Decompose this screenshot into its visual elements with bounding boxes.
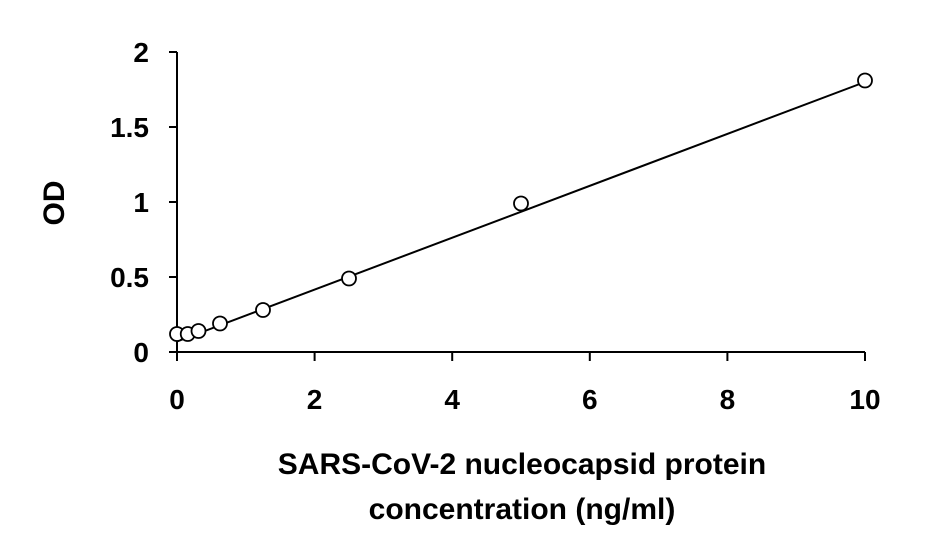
y-ticks: 0 0.5 1 1.5 2 [110, 37, 177, 368]
data-point [857, 72, 873, 89]
data-point [513, 195, 529, 212]
x-tick-label: 4 [444, 384, 460, 415]
data-point [255, 302, 271, 318]
x-tick-label: 10 [849, 384, 880, 415]
y-tick-label: 1 [133, 187, 149, 218]
data-point [190, 323, 207, 339]
trendline [176, 81, 866, 343]
x-axis-title-line1: SARS-CoV-2 nucleocapsid protein [278, 448, 766, 481]
y-tick-label: 0 [133, 337, 149, 368]
x-axis-title-line2: concentration (ng/ml) [369, 493, 676, 526]
data-point [212, 315, 228, 332]
y-tick-label: 2 [133, 37, 149, 68]
x-tick-label: 0 [169, 384, 185, 415]
y-tick-label: 0.5 [110, 262, 149, 293]
x-ticks: 0 2 4 6 8 10 [169, 352, 881, 415]
trendline-layer [176, 81, 866, 343]
x-tick-label: 8 [720, 384, 736, 415]
points-layer [169, 72, 873, 342]
data-point [341, 270, 357, 287]
y-axis-title: OD [38, 181, 71, 226]
y-tick-label: 1.5 [110, 112, 149, 143]
x-tick-label: 2 [307, 384, 323, 415]
x-tick-label: 6 [582, 384, 598, 415]
